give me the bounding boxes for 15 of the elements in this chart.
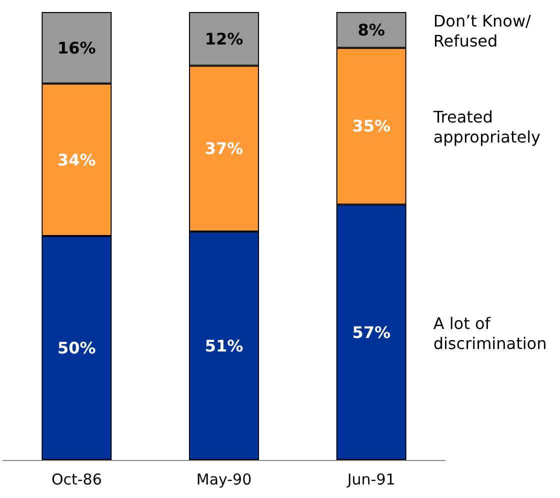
- series-label: Don’t Know/ Refused: [433, 11, 536, 50]
- x-tick-label: Jun-91: [346, 470, 396, 488]
- data-label: 12%: [204, 29, 244, 48]
- data-label: 16%: [58, 38, 96, 58]
- data-label: 37%: [204, 139, 244, 158]
- data-label: 50%: [58, 338, 96, 358]
- series-label: A lot of discrimination: [433, 314, 547, 353]
- series-label: Treated appropriately: [432, 108, 540, 147]
- x-tick-label: Oct-86: [51, 470, 102, 488]
- x-tick-label: May-90: [196, 470, 252, 488]
- data-label: 34%: [58, 150, 96, 170]
- data-label: 51%: [204, 336, 244, 356]
- data-label: 35%: [352, 116, 390, 136]
- data-label: 8%: [358, 20, 385, 40]
- data-label: 57%: [352, 322, 390, 342]
